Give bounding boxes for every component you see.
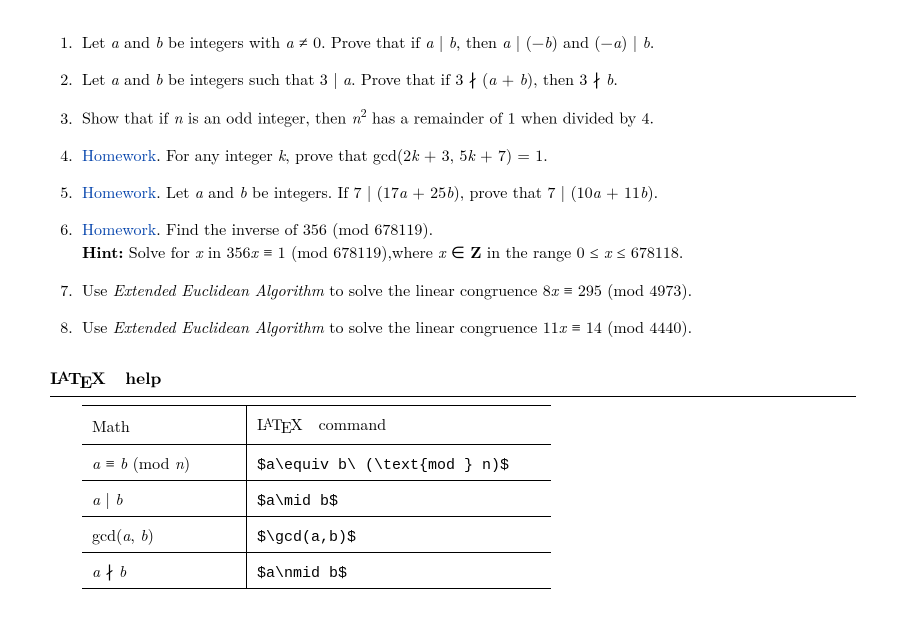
table-header-math: Math — [82, 405, 247, 445]
problem-item: Homework. For any integer k, prove that … — [78, 143, 856, 166]
problem-item: Let a and b be integers such that 3 | a.… — [78, 67, 856, 90]
latex-help-tbody: a ≡ b (mod n)$a\equiv b\ (\text{mod } n)… — [82, 445, 551, 589]
table-header-cmd: LATEX command — [247, 405, 552, 445]
problem-item: Let a and b be integers with a ≠ 0. Prov… — [78, 30, 856, 53]
table-cell-cmd: $a\equiv b\ (\text{mod } n)$ — [247, 445, 552, 481]
problem-item: Homework. Let a and b be integers. If 7 … — [78, 180, 856, 203]
latex-help-table: Math LATEX command a ≡ b (mod n)$a\equiv… — [82, 405, 551, 590]
table-cell-math: gcd(a, b) — [82, 517, 247, 553]
table-cell-cmd: $a\nmid b$ — [247, 553, 552, 589]
table-row: gcd(a, b)$\gcd(a,b)$ — [82, 517, 551, 553]
problem-item: Homework. Find the inverse of 356 (mod 6… — [78, 217, 856, 263]
table-row: a ∤ b$a\nmid b$ — [82, 553, 551, 589]
table-cell-math: a ≡ b (mod n) — [82, 445, 247, 481]
problem-item: Use Extended Euclidean Algorithm to solv… — [78, 315, 856, 338]
table-cell-math: a | b — [82, 481, 247, 517]
table-row: a | b$a\mid b$ — [82, 481, 551, 517]
problem-item: Use Extended Euclidean Algorithm to solv… — [78, 278, 856, 301]
section-rule — [50, 396, 856, 397]
table-cell-cmd: $\gcd(a,b)$ — [247, 517, 552, 553]
table-row: a ≡ b (mod n)$a\equiv b\ (\text{mod } n)… — [82, 445, 551, 481]
table-cell-cmd: $a\mid b$ — [247, 481, 552, 517]
problem-list: Let a and b be integers with a ≠ 0. Prov… — [50, 30, 856, 338]
table-cell-math: a ∤ b — [82, 553, 247, 589]
section-title: LATEX help — [50, 366, 856, 394]
problem-item: Show that if n is an odd integer, then n… — [78, 104, 856, 129]
